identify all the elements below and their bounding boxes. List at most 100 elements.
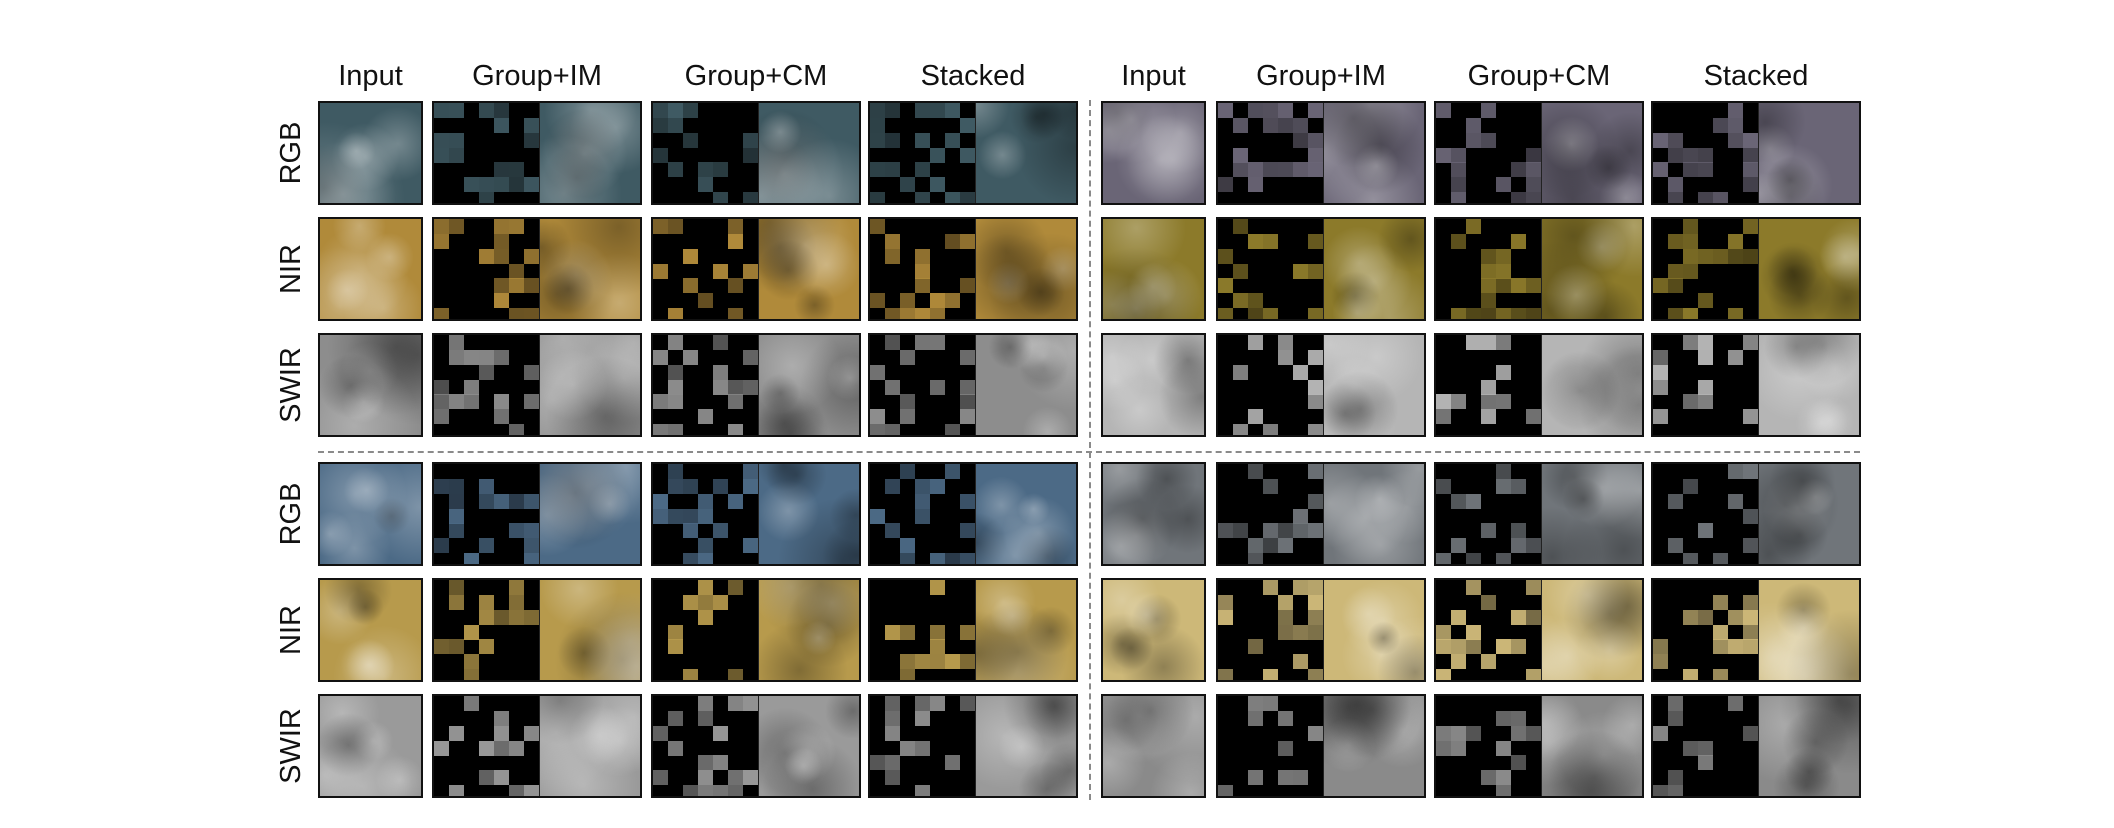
reconstruction-image xyxy=(1541,219,1642,319)
visible-patch xyxy=(1668,192,1683,203)
visible-patch xyxy=(494,609,509,625)
visible-patch xyxy=(653,117,668,133)
reconstruction-image xyxy=(539,464,640,564)
visible-patch xyxy=(494,725,509,741)
masked-reconstruction-tile xyxy=(651,578,861,682)
visible-patch xyxy=(1308,594,1323,610)
horizontal-separator xyxy=(318,451,1860,453)
visible-patch xyxy=(524,553,539,564)
masked-reconstruction-tile xyxy=(868,462,1078,566)
input-image xyxy=(1103,335,1204,435)
visible-patch xyxy=(479,349,494,365)
visible-patch xyxy=(900,538,915,554)
visible-patch xyxy=(930,478,945,494)
visible-patch xyxy=(728,580,743,595)
visible-patch xyxy=(1496,394,1511,410)
visible-patch xyxy=(698,409,713,425)
visible-patch xyxy=(900,654,915,670)
split-line xyxy=(758,696,759,796)
visible-patch xyxy=(494,177,509,193)
split-line xyxy=(1541,696,1542,796)
reconstruction-image xyxy=(758,335,859,435)
visible-patch xyxy=(668,740,683,756)
visible-patch xyxy=(1698,379,1713,395)
visible-patch xyxy=(1466,580,1481,595)
visible-patch xyxy=(960,696,975,711)
visible-patch xyxy=(1278,349,1293,365)
visible-patch xyxy=(1698,349,1713,365)
visible-patch xyxy=(1308,233,1323,249)
visible-patch xyxy=(728,669,743,680)
split-line xyxy=(539,696,540,796)
visible-patch xyxy=(1436,740,1451,756)
visible-patch xyxy=(1278,594,1293,610)
visible-patch xyxy=(1653,364,1668,380)
split-line xyxy=(1541,219,1542,319)
visible-patch xyxy=(870,219,885,234)
reconstruction-image xyxy=(1541,464,1642,564)
visible-patch xyxy=(1728,248,1743,264)
reconstruction-image xyxy=(539,335,640,435)
visible-patch xyxy=(1653,785,1668,796)
visible-patch xyxy=(885,478,900,494)
masked-reconstruction-tile xyxy=(868,694,1078,798)
visible-patch xyxy=(668,464,683,479)
visible-patch xyxy=(1728,308,1743,319)
visible-patch xyxy=(698,710,713,726)
visible-patch xyxy=(1293,580,1308,595)
visible-patch xyxy=(1496,639,1511,655)
visible-patch xyxy=(1248,233,1263,249)
visible-patch xyxy=(1248,335,1263,350)
visible-patch xyxy=(900,409,915,425)
visible-patch xyxy=(1436,147,1451,163)
visible-patch xyxy=(524,785,539,796)
split-line xyxy=(1541,335,1542,435)
visible-patch xyxy=(915,308,930,319)
visible-patch xyxy=(915,162,930,178)
visible-patch xyxy=(653,493,668,509)
visible-patch xyxy=(653,424,668,435)
visible-patch xyxy=(1308,162,1323,178)
visible-patch xyxy=(1481,594,1496,610)
visible-patch xyxy=(668,394,683,410)
visible-patch xyxy=(1481,394,1496,410)
visible-patch xyxy=(509,177,524,193)
visible-patch xyxy=(1713,248,1728,264)
visible-patch xyxy=(668,162,683,178)
visible-patch xyxy=(960,409,975,425)
visible-patch xyxy=(1308,464,1323,479)
visible-patch xyxy=(434,394,449,410)
visible-patch xyxy=(728,770,743,786)
visible-patch xyxy=(653,349,668,365)
visible-patch xyxy=(1248,770,1263,786)
visible-patch xyxy=(653,508,668,524)
visible-patch xyxy=(1451,177,1466,193)
masked-reconstruction-tile xyxy=(432,694,642,798)
input-image-tile xyxy=(318,578,423,682)
visible-patch xyxy=(494,394,509,410)
visible-patch xyxy=(1278,117,1293,133)
visible-patch xyxy=(945,464,960,479)
visible-patch xyxy=(509,219,524,234)
row-label: SWIR xyxy=(275,708,307,784)
input-image-tile xyxy=(318,101,423,205)
visible-patch xyxy=(1526,278,1541,294)
visible-patch xyxy=(494,248,509,264)
visible-patch xyxy=(494,233,509,249)
visible-patch xyxy=(1481,308,1496,319)
masked-reconstruction-tile xyxy=(1434,217,1644,321)
column-header: Input xyxy=(338,60,403,92)
reconstruction-image xyxy=(1541,103,1642,203)
visible-patch xyxy=(1218,103,1233,118)
visible-patch xyxy=(1728,609,1743,625)
visible-patch xyxy=(1263,103,1278,118)
visible-patch xyxy=(870,117,885,133)
split-line xyxy=(1758,219,1759,319)
visible-patch xyxy=(698,785,713,796)
visible-patch xyxy=(945,654,960,670)
visible-patch xyxy=(885,624,900,640)
visible-patch xyxy=(449,349,464,365)
visible-patch xyxy=(1466,335,1481,350)
masked-reconstruction-tile xyxy=(1651,462,1861,566)
visible-patch xyxy=(464,394,479,410)
